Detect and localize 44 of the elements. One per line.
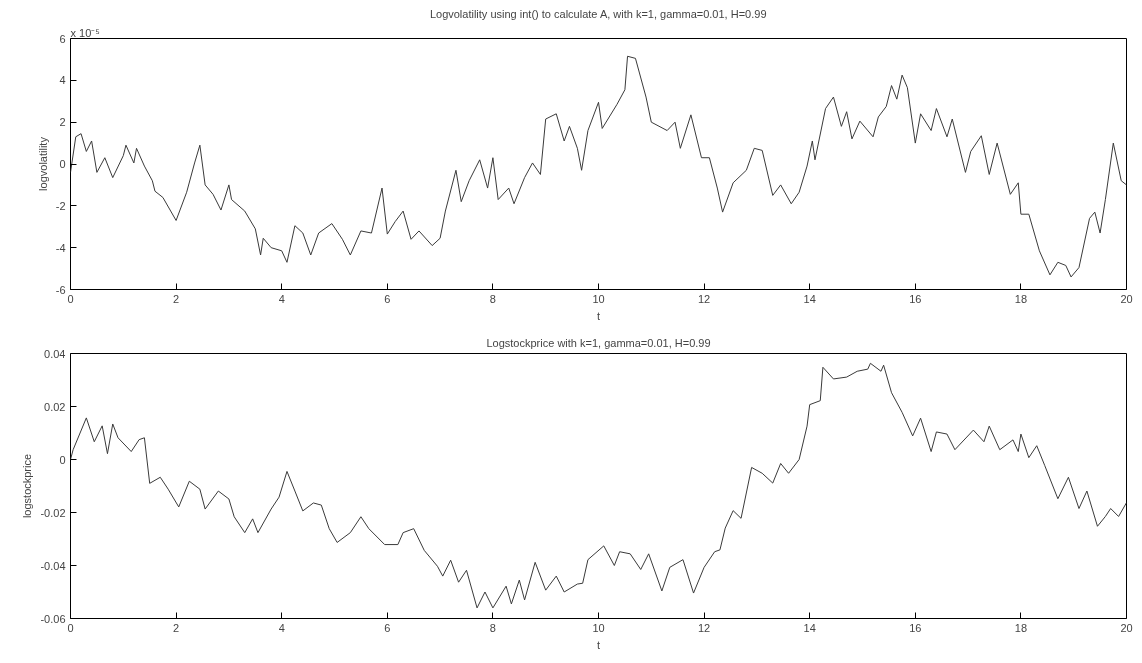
x-tick-label: 8 [489, 621, 496, 634]
x-tick-label: 4 [278, 621, 285, 634]
x-tick-label: 14 [803, 621, 816, 634]
y-tick-label: 2 [59, 116, 66, 129]
x-tick-label: 0 [67, 621, 74, 634]
y-tick-label: 0 [59, 158, 66, 170]
x-tick-label: 12 [697, 292, 711, 305]
y-axis-title: logvolatility [36, 136, 49, 191]
y-tick-label: -0.02 [40, 506, 66, 519]
line-series [70, 362, 1127, 609]
chart-title: Logstockprice with k=1, gamma=0.01, H=0.99 [486, 336, 711, 349]
x-tick-label: 20 [1120, 621, 1133, 634]
x-tick-label: 10 [592, 292, 605, 305]
x-tick-label: 6 [384, 621, 391, 634]
text: x 10⁻⁵ [70, 26, 100, 39]
x-tick-label: 16 [909, 621, 922, 634]
x-tick-label: 2 [173, 292, 180, 305]
y-tick-label: -6 [55, 283, 66, 296]
x-tick-label: 20 [1120, 292, 1133, 305]
x-tick-label: 16 [909, 292, 922, 305]
x-tick-label: 12 [697, 621, 711, 634]
x-tick-label: 14 [803, 292, 816, 305]
x-tick-label: 2 [173, 621, 180, 634]
x-tick-label: 8 [489, 292, 496, 305]
x-tick-label: 6 [384, 292, 391, 305]
y-tick-label: 0.04 [44, 347, 66, 360]
chart-title: Logvolatility using int() to calculate A, with k=1, gamma=0.01, H=0.99 [429, 7, 767, 20]
y-tick-label: 0 [59, 453, 66, 466]
x-tick-label: 18 [1014, 621, 1028, 634]
y-tick-label: 6 [59, 32, 66, 45]
y-axis-title: logstockprice [21, 453, 34, 519]
y-tick-label: -0.06 [40, 612, 66, 625]
y-tick-label: -4 [55, 241, 66, 254]
line-series [70, 55, 1127, 278]
y-tick-label: 4 [59, 74, 66, 87]
y-tick-label: -2 [55, 199, 66, 212]
x-tick-label: 18 [1014, 292, 1028, 305]
x-tick-label: 0 [67, 292, 74, 305]
x-axis-title: t [596, 638, 601, 651]
x-axis-title: t [596, 309, 601, 322]
x-tick-label: 4 [278, 292, 285, 305]
y-tick-label: -0.04 [40, 559, 66, 572]
x-tick-label: 10 [592, 621, 605, 634]
y-tick-label: 0.02 [44, 400, 66, 413]
